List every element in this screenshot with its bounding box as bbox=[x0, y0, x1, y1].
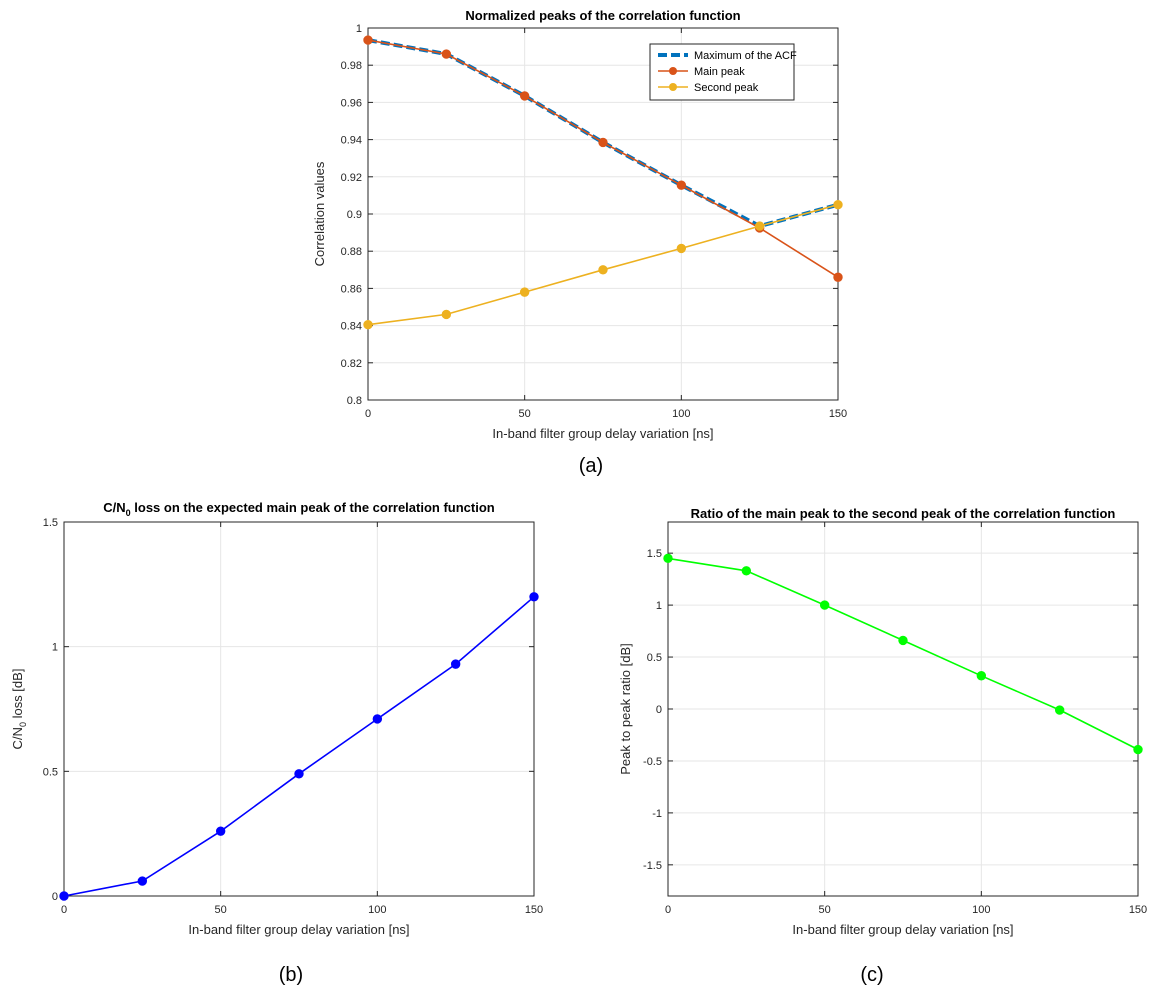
y-tick-label: 0.5 bbox=[43, 766, 58, 778]
y-tick-label: 0.98 bbox=[341, 60, 362, 72]
chart-3: 0 50 100 150 -1.5 -1 -0.5 0 0.5 1 1.5 Ratio of the … bbox=[618, 506, 1147, 986]
y-tick-label: 1 bbox=[356, 23, 362, 35]
y-tick-label: 0.82 bbox=[341, 358, 362, 370]
y-tick-label: 0.88 bbox=[341, 246, 362, 258]
y-axis-label: Correlation values bbox=[312, 161, 327, 266]
x-tick-label: 150 bbox=[829, 408, 847, 420]
x-tick-label: 150 bbox=[525, 904, 543, 916]
data-point bbox=[519, 91, 530, 101]
y-tick-label: 0.8 bbox=[347, 395, 362, 407]
data-point bbox=[441, 49, 452, 59]
data-point bbox=[741, 566, 752, 576]
y-tick-label: -0.5 bbox=[643, 756, 662, 768]
data-point bbox=[976, 671, 987, 681]
legend-entry: Maximum of the ACF bbox=[694, 50, 797, 62]
data-point bbox=[833, 200, 843, 210]
x-axis-label: In-band filter group delay variation [ns… bbox=[188, 922, 409, 937]
x-tick-label: 150 bbox=[1129, 904, 1147, 916]
y-tick-label: 0.9 bbox=[347, 209, 362, 221]
data-point bbox=[372, 714, 383, 724]
x-tick-label: 100 bbox=[972, 904, 990, 916]
data-point bbox=[1133, 744, 1143, 755]
legend-marker bbox=[669, 83, 677, 91]
y-tick-label: 1 bbox=[656, 600, 662, 612]
x-tick-label: 100 bbox=[672, 408, 690, 420]
y-tick-label: 0 bbox=[52, 891, 58, 903]
chart-title: Normalized peaks of the correlation func… bbox=[465, 8, 740, 23]
x-axis-label: In-band filter group delay variation [ns… bbox=[792, 922, 1013, 937]
data-point bbox=[898, 635, 908, 646]
data-point bbox=[598, 265, 608, 275]
data-point bbox=[215, 826, 226, 836]
x-tick-label: 50 bbox=[519, 408, 531, 420]
data-point bbox=[294, 769, 304, 779]
plot-area bbox=[64, 522, 534, 896]
chart-title: C/N0 loss on the expected main peak of t… bbox=[103, 500, 495, 518]
y-axis-label: C/N0 loss [dB] bbox=[10, 669, 28, 750]
x-axis-label: In-band filter group delay variation [ns… bbox=[492, 426, 713, 441]
y-tick-label: 0.84 bbox=[341, 321, 362, 333]
x-tick-label: 50 bbox=[819, 904, 831, 916]
data-point bbox=[676, 180, 687, 190]
data-point bbox=[529, 592, 539, 602]
y-tick-label: 0.86 bbox=[341, 283, 362, 295]
y-tick-label: 0.92 bbox=[341, 172, 362, 184]
y-tick-label: 0.94 bbox=[341, 135, 362, 147]
y-tick-label: 0.96 bbox=[341, 97, 362, 109]
subfigure-caption: (b) bbox=[279, 964, 303, 986]
x-tick-label: 0 bbox=[61, 904, 67, 916]
x-tick-label: 0 bbox=[665, 904, 671, 916]
y-tick-label: 1.5 bbox=[647, 548, 662, 560]
chart-title: Ratio of the main peak to the second pea… bbox=[691, 506, 1116, 521]
data-point bbox=[363, 35, 373, 45]
subfigure-caption: (a) bbox=[579, 455, 603, 477]
data-point bbox=[819, 600, 830, 610]
data-point bbox=[1054, 705, 1065, 715]
x-tick-label: 100 bbox=[368, 904, 386, 916]
y-tick-label: 1 bbox=[52, 642, 58, 654]
chart-2: 0 50 100 150 0 0.5 1 1.5 C/N0 loss on the expect… bbox=[10, 500, 543, 986]
legend: Maximum of the ACF Main peak Second peak bbox=[649, 43, 797, 101]
data-point bbox=[663, 553, 673, 564]
y-tick-label: -1 bbox=[652, 808, 662, 820]
chart-1: 0 50 100 150 0.8 0.82 0.84 0.86 0.88 0.9 0.92 0.94 0… bbox=[312, 8, 847, 477]
data-point bbox=[676, 243, 687, 254]
subfigure-caption: (c) bbox=[860, 964, 883, 986]
legend-entry: Second peak bbox=[694, 82, 759, 94]
axes-box bbox=[63, 521, 535, 897]
y-tick-label: 1.5 bbox=[43, 517, 58, 529]
data-point bbox=[363, 319, 373, 330]
x-tick-label: 0 bbox=[365, 408, 371, 420]
y-tick-label: 0.5 bbox=[647, 652, 662, 664]
data-point bbox=[450, 659, 461, 669]
legend-entry: Main peak bbox=[694, 66, 745, 78]
data-point bbox=[519, 287, 530, 297]
y-tick-label: 0 bbox=[656, 704, 662, 716]
data-point bbox=[137, 876, 148, 886]
legend-marker bbox=[669, 67, 677, 75]
data-point bbox=[441, 309, 452, 320]
data-point bbox=[598, 137, 608, 148]
data-point bbox=[59, 891, 69, 901]
y-axis-label: Peak to peak ratio [dB] bbox=[618, 643, 633, 775]
data-point bbox=[833, 272, 843, 282]
data-point bbox=[754, 221, 765, 231]
y-tick-label: -1.5 bbox=[643, 860, 662, 872]
x-tick-label: 50 bbox=[215, 904, 227, 916]
